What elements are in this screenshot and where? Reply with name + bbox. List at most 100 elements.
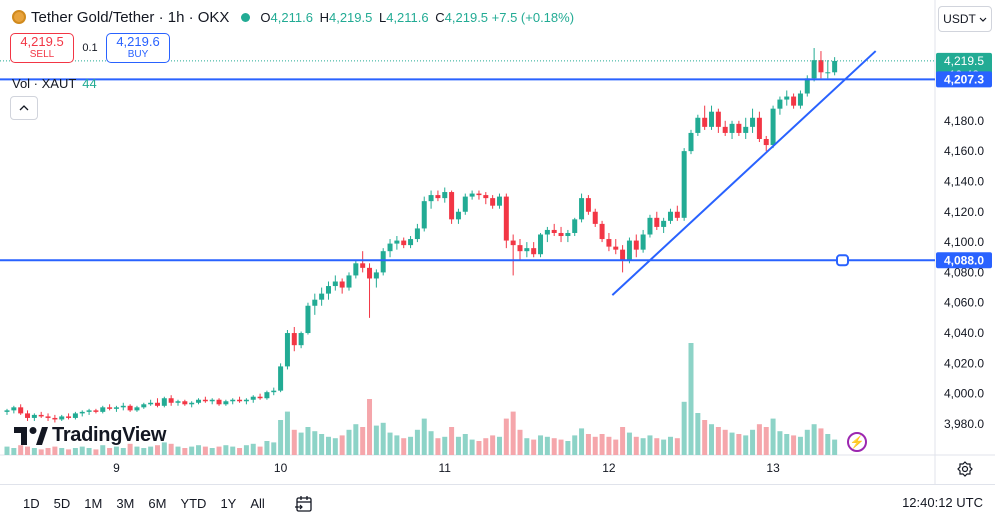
price-axis[interactable]: 3,980.0 4,000.0 4,020.0 4,040.0 4,060.0 4,080… [936,52,992,431]
volume-bar [148,446,154,455]
volume-bar [496,436,502,455]
timeframe-ytd[interactable]: YTD [180,496,207,511]
tradingview-logo[interactable]: TradingView [14,424,166,447]
timeframe-all[interactable]: All [250,496,265,511]
sell-label: SELL [29,49,55,60]
coin-icon [12,10,26,24]
currency-select[interactable]: USDT [938,6,992,32]
volume-bar [763,427,769,455]
price-tick-label: 3,980.0 [944,417,984,431]
line-price-tag-lower [936,252,992,269]
volume-bar [715,427,721,455]
volume-bar [380,422,386,455]
candle-body [811,60,817,79]
volume-bar [373,425,379,455]
candle-body [743,126,749,133]
candle-body [100,407,106,412]
candle-body [647,217,653,235]
chart-canvas[interactable]: 3,980.0 4,000.0 4,020.0 4,040.0 4,060.0 4,080… [0,0,995,484]
volume-bar [510,411,516,455]
volume-bar [606,436,612,455]
line-price-tag-upper [936,71,992,88]
candle-body [216,399,222,405]
price-tick-label: 4,060.0 [944,296,984,310]
time-tick-label: 12 [602,461,616,475]
timeframe-6m[interactable]: 6M [148,496,167,511]
candle-body [688,132,694,152]
candle-body [387,243,393,252]
candle-body [483,195,489,199]
timeframe-3m[interactable]: 3M [116,496,135,511]
candle-body [168,398,174,403]
volume-bar [257,446,263,455]
time-axis[interactable]: 9 10 11 12 13 [113,461,780,475]
logo-text: TradingView [52,424,167,446]
ohlc-close-key: C [435,9,445,25]
candle-body [750,117,756,127]
candle-body [695,117,701,133]
candle-body [154,402,160,406]
candle-body [469,193,475,197]
candle-body [380,251,386,273]
candle-body [305,305,311,334]
timeframe-1y[interactable]: 1Y [220,496,237,511]
drawing-layer[interactable] [0,50,935,296]
candle-body [202,399,208,402]
timeframe-5d[interactable]: 5D [53,496,71,511]
volume-bar [353,424,359,455]
volume-bar [120,448,126,455]
lightning-icon[interactable]: ⚡ [847,432,867,452]
volume-bar [202,446,208,455]
goto-date-button[interactable] [294,495,314,513]
candle-body [613,246,619,250]
ohlc-close-value: 4,219.5 +7.5 (+0.18%) [444,9,575,25]
candle-body [592,211,598,224]
price-tick-label: 4,180.0 [944,114,984,128]
candle-body [551,229,557,233]
last-price-tag-value: 4,219.5 [944,54,984,68]
volume-value: 44 [82,76,97,91]
gear-icon[interactable] [957,461,973,477]
volume-bar [209,448,215,455]
candle-body [25,413,31,418]
volume-bar [196,445,202,455]
candle-body [332,281,338,287]
volume-bar [722,429,728,455]
candle-body [325,286,331,294]
volume-bar [141,448,147,455]
volume-bar [52,446,58,455]
timeframe-buttons: 1D 5D 1M 3M 6M YTD 1Y All [16,496,272,511]
volume-bar [367,399,373,455]
volume-legend[interactable]: Vol · XAUT 44 [12,76,97,91]
volume-bar [633,436,639,455]
collapse-legend-button[interactable] [10,96,38,120]
candle-body [408,239,414,246]
volume-bar [797,436,803,455]
timeframe-1m[interactable]: 1M [84,496,103,511]
candle-body [4,410,10,412]
volume-bar [346,429,352,455]
candle-body [196,399,202,403]
buy-price: 4,219.6 [116,34,160,49]
candle-body [572,219,578,233]
volume-bar [442,436,448,455]
buy-button[interactable]: 4,219.6 BUY [106,33,170,63]
timeframe-1d[interactable]: 1D [23,496,40,511]
volume-bar [264,441,270,455]
volume-bar [305,427,311,455]
volume-bars [4,343,838,455]
time-tick-label: 9 [113,461,120,475]
utc-clock[interactable]: 12:40:12 UTC [902,495,983,510]
candle-body [517,245,523,252]
chart-grid [0,0,995,484]
candle-body [175,401,181,403]
line-price-tag-lower-value: 4,088.0 [944,253,984,267]
symbol-title[interactable]: Tether Gold/Tether · 1h · OKX [31,8,230,26]
candle-body [797,93,803,106]
volume-bar [490,435,496,455]
candle-body [558,232,564,237]
volume-bar [531,439,537,455]
sell-button[interactable]: 4,219.5 SELL [10,33,74,63]
trend-line[interactable] [611,50,877,296]
line-anchor-handle[interactable] [836,254,849,267]
